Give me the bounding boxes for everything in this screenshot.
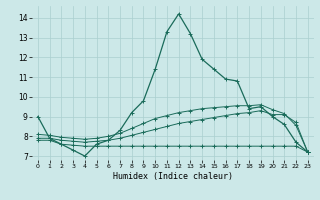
X-axis label: Humidex (Indice chaleur): Humidex (Indice chaleur)	[113, 172, 233, 181]
